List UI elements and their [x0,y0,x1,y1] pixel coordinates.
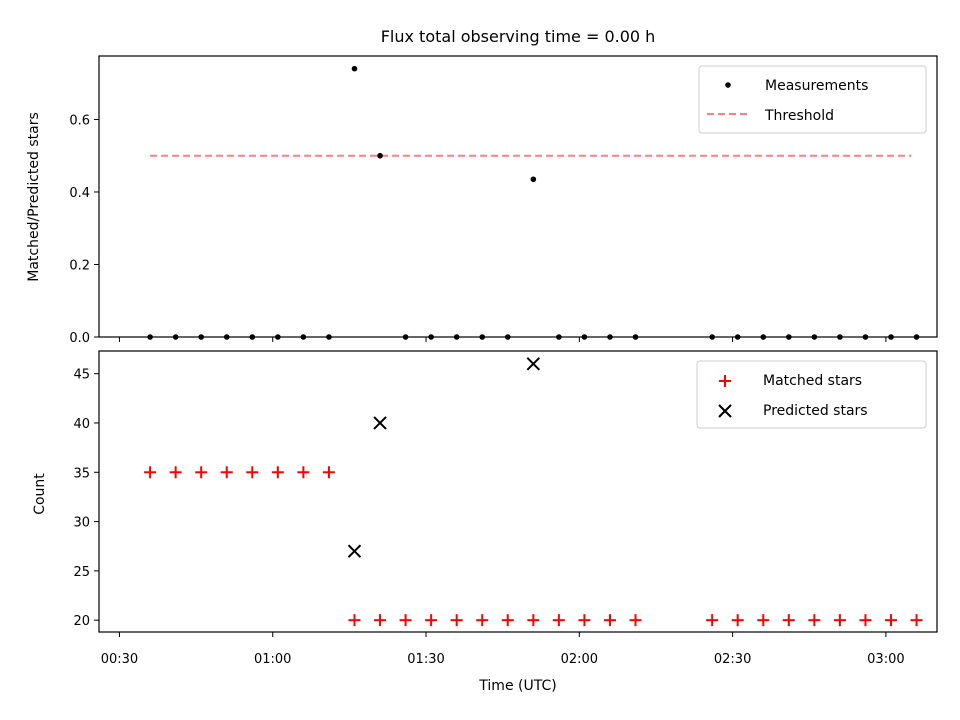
matched-star-marker [706,614,719,627]
matched-star-marker [195,466,208,479]
legend-matched-label: Matched stars [763,373,862,389]
top-y-tick-label: 0.6 [69,113,90,128]
top-y-tick-label: 0.0 [69,331,90,346]
bottom-panel: Count Time (UTC) 20 25 30 35 40 45 00:30 01:00… [32,350,938,694]
matched-star-marker [169,466,182,479]
matched-star-marker [910,614,923,627]
top-y-ticks: 0.0 0.2 0.4 0.6 [69,113,99,346]
matched-star-marker [144,466,157,479]
bottom-legend: Matched stars Predicted stars [696,360,927,429]
matched-star-marker [527,614,540,627]
bottom-y-tick-label: 25 [73,565,90,580]
bottom-y-axis-label: Count [32,473,48,515]
matched-star-marker [297,466,310,479]
bottom-y-tick-label: 30 [73,516,90,531]
legend-matched-marker [719,375,731,387]
matched-star-marker [501,614,514,627]
legend-predicted-label: Predicted stars [763,403,868,419]
bottom-y-tick-label: 35 [73,466,90,481]
bottom-legend-box [696,360,927,429]
bottom-x-tick-label: 01:00 [254,652,291,667]
top-y-tick-label: 0.4 [69,186,90,201]
matched-star-marker [885,614,898,627]
bottom-panel-frame [98,350,938,633]
matched-star-marker [374,614,387,627]
bottom-x-tick-label: 01:30 [407,652,444,667]
predicted-star-marker [526,357,541,371]
top-panel-frame [98,55,938,338]
matched-star-marker [833,614,846,627]
top-panel: Matched/Predicted stars 0.0 0.2 0.4 0.6 Mea… [26,55,938,346]
legend-predicted-marker [718,404,732,418]
predicted-star-marker [373,416,387,430]
predicted-star-marker [347,544,362,558]
matched-star-marker [808,614,821,627]
measurement-point [530,176,537,183]
chart-title: Flux total observing time = 0.00 h [381,27,656,46]
bottom-x-tick-label: 02:00 [561,652,598,667]
top-legend-box [698,65,927,134]
matched-star-marker [220,466,233,479]
matched-star-marker [399,614,412,627]
bottom-y-tick-label: 45 [73,368,90,383]
matched-star-marker [757,614,770,627]
matched-star-marker [603,614,616,627]
matched-star-marker [629,614,642,627]
matched-star-marker [859,614,872,627]
matched-star-marker [731,614,744,627]
bottom-y-tick-label: 20 [73,614,90,629]
matched-star-marker [246,466,259,479]
top-legend: Measurements Threshold [698,65,927,134]
x-axis-label: Time (UTC) [478,678,556,694]
matched-star-marker [348,614,361,627]
bottom-x-tick-label: 00:30 [101,652,138,667]
legend-threshold-label: Threshold [764,108,834,124]
measurement-point [351,65,358,72]
bottom-x-ticks: 00:30 01:00 01:30 02:00 02:30 03:00 [101,632,905,667]
matched-star-marker [552,614,565,627]
bottom-x-tick-label: 03:00 [867,652,904,667]
matched-star-marker [271,466,284,479]
legend-measurements-marker [725,82,731,88]
matched-star-marker [782,614,795,627]
bottom-plot-area [144,357,923,627]
measurement-point [377,152,383,159]
bottom-x-tick-label: 02:30 [714,652,751,667]
legend-measurements-label: Measurements [765,78,868,94]
bottom-y-ticks: 20 25 30 35 40 45 [73,368,99,629]
top-y-tick-label: 0.2 [69,258,90,273]
matched-star-marker [425,614,438,627]
top-y-axis-label: Matched/Predicted stars [26,112,42,282]
matched-star-marker [322,466,335,479]
matched-star-marker [578,614,591,627]
top-x-ticks [118,337,887,342]
matched-star-marker [450,614,463,627]
matched-star-marker [476,614,489,627]
bottom-y-tick-label: 40 [73,417,90,432]
